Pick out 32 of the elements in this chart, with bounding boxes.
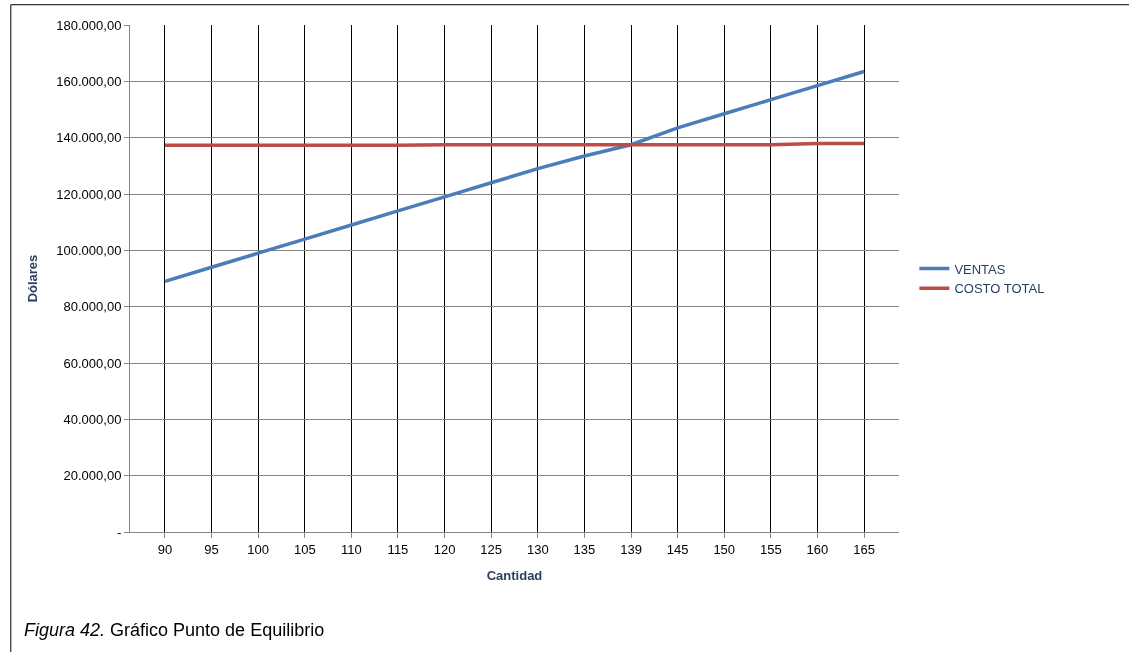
y-tick-label: 20.000,00 xyxy=(63,468,122,484)
x-tick-label: 115 xyxy=(387,541,409,557)
x-tick-label: 165 xyxy=(853,541,875,557)
y-tick-label: 60.000,00 xyxy=(63,355,122,371)
x-tick-label: 100 xyxy=(247,541,270,557)
text: Figura 42. Gráfico Punto de Equilibrio xyxy=(24,620,325,640)
y-tick-label: - xyxy=(117,524,122,540)
y-tick-label: 140.000,00 xyxy=(56,130,122,146)
x-tick-label: 110 xyxy=(341,541,362,557)
y-tick-label: 160.000,00 xyxy=(56,73,122,89)
y-tick-label: 100.000,00 xyxy=(56,242,122,258)
x-tick-label: 90 xyxy=(157,541,173,557)
y-tick-label: 80.000,00 xyxy=(63,299,122,315)
legend-label: COSTO TOTAL xyxy=(954,281,1045,297)
legend-label: VENTAS xyxy=(954,261,1006,277)
x-tick-label: 105 xyxy=(293,541,316,557)
x-tick-label: 125 xyxy=(480,541,503,557)
y-tick-label: 120.000,00 xyxy=(56,186,122,202)
x-tick-label: 130 xyxy=(526,541,549,557)
x-axis-title: Cantidad xyxy=(486,568,543,584)
x-tick-label: 145 xyxy=(666,541,689,557)
x-tick-label: 120 xyxy=(433,541,456,557)
x-tick-label: 160 xyxy=(806,541,829,557)
x-tick-label: 95 xyxy=(204,541,219,557)
line-series xyxy=(163,69,866,284)
x-tick-label: 150 xyxy=(713,541,736,557)
x-tick-label: 139 xyxy=(620,541,642,557)
x-tick-label: 135 xyxy=(573,541,596,557)
y-axis-title: Dólares xyxy=(25,254,41,303)
y-tick-label: 40.000,00 xyxy=(63,411,122,427)
y-tick-label: 180.000,00 xyxy=(56,17,122,33)
x-tick-label: 155 xyxy=(759,541,782,557)
